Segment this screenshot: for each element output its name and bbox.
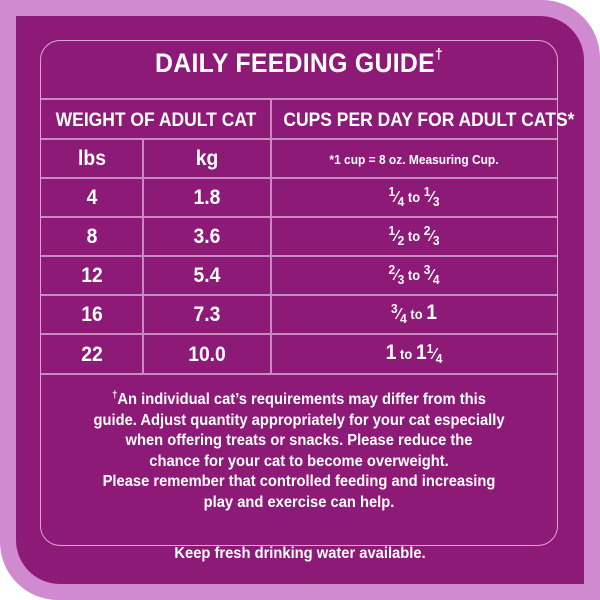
footnote-line: †An individual cat’s requirements may di… — [112, 390, 486, 409]
whole-to: 1 — [426, 301, 438, 324]
row-cups: 2⁄3 to 3⁄4 — [388, 262, 440, 287]
row-lbs: 22 — [81, 343, 103, 366]
header-cups: CUPS PER DAY FOR ADULT CATS* — [283, 110, 575, 131]
fraction-to: 1⁄3 — [423, 184, 440, 209]
feeding-table-frame — [40, 40, 558, 546]
fraction-to: 3⁄4 — [423, 262, 440, 287]
header-kg: kg — [195, 147, 219, 170]
row-kg: 1.8 — [193, 186, 221, 209]
table-divider — [41, 216, 557, 218]
fraction-from: 2⁄3 — [388, 262, 405, 287]
header-weight: WEIGHT OF ADULT CAT — [55, 110, 257, 131]
fraction-from: 3⁄4 — [390, 301, 407, 326]
fraction-to: 2⁄3 — [423, 223, 440, 248]
cup-note: *1 cup = 8 oz. Measuring Cup. — [329, 152, 499, 167]
row-cups: 3⁄4 to 1 — [390, 301, 438, 326]
row-lbs: 12 — [81, 264, 103, 287]
fraction-to: 1⁄4 — [426, 341, 443, 366]
row-kg: 7.3 — [193, 303, 221, 326]
row-kg: 10.0 — [188, 343, 226, 366]
table-divider — [41, 138, 557, 140]
table-divider — [41, 177, 557, 179]
row-kg: 3.6 — [193, 225, 221, 248]
whole-from: 1 — [385, 341, 397, 364]
footnote-line: when offering treats or snacks. Please r… — [125, 432, 473, 450]
feeding-guide-panel: DAILY FEEDING GUIDE† WEIGHT OF ADULT CAT… — [16, 16, 584, 584]
footnote-line: play and exercise can help. — [203, 493, 395, 511]
footnote-line: guide. Adjust quantity appropriately for… — [93, 411, 505, 429]
row-cups: 1⁄4 to 1⁄3 — [388, 184, 440, 209]
row-lbs: 4 — [86, 186, 98, 209]
row-cups: 1 to 11⁄4 — [385, 341, 443, 366]
guide-title: DAILY FEEDING GUIDE† — [155, 46, 443, 78]
row-cups: 1⁄2 to 2⁄3 — [388, 223, 440, 248]
row-kg: 5.4 — [193, 264, 221, 287]
whole-to: 1 — [415, 341, 427, 364]
table-divider — [41, 333, 557, 335]
table-divider — [41, 98, 557, 100]
header-lbs: lbs — [78, 147, 106, 170]
fraction-from: 1⁄2 — [388, 223, 405, 248]
footnote-dagger: † — [112, 390, 118, 401]
fraction-from: 1⁄4 — [388, 184, 405, 209]
water-note: Keep fresh drinking water available. — [174, 545, 426, 562]
column-divider — [142, 138, 144, 373]
table-divider — [41, 294, 557, 296]
title-dagger: † — [434, 46, 443, 63]
footnote-line: Please remember that controlled feeding … — [102, 473, 496, 491]
row-lbs: 8 — [86, 225, 98, 248]
footnote: †An individual cat’s requirements may di… — [55, 386, 543, 513]
table-divider — [41, 373, 557, 375]
column-divider — [270, 98, 272, 373]
table-divider — [41, 255, 557, 257]
footnote-line: chance for your cat to become overweight… — [149, 452, 449, 470]
row-lbs: 16 — [81, 303, 103, 326]
